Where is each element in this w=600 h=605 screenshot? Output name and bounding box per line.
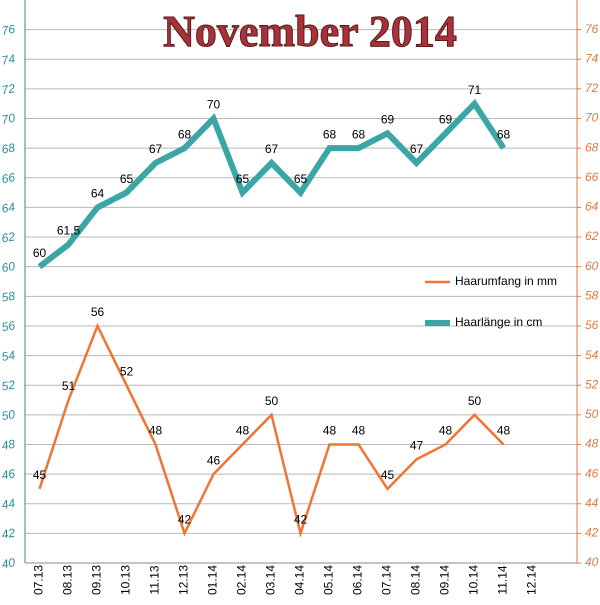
data-label: 52 (120, 364, 134, 378)
x-tick-label: 10.14 (467, 565, 481, 595)
x-tick-label: 04.14 (293, 565, 307, 595)
data-label: 64 (91, 187, 105, 201)
data-label: 67 (410, 142, 424, 156)
x-tick-label: 07.14 (380, 565, 394, 595)
y2-tick-label: 58 (585, 288, 599, 302)
x-tick-label: 09.14 (438, 565, 452, 595)
data-label: 67 (265, 142, 279, 156)
data-label: 68 (497, 127, 511, 141)
y2-tick-label: 42 (585, 526, 599, 540)
data-label: 67 (149, 142, 163, 156)
data-label: 46 (207, 453, 221, 467)
x-tick-label: 07.13 (32, 565, 46, 595)
y2-tick-label: 76 (585, 22, 599, 36)
y-tick-label: 52 (0, 377, 16, 393)
x-tick-label: 12.13 (177, 565, 191, 595)
y-tick-label: 56 (0, 318, 16, 334)
data-label: 48 (149, 424, 163, 438)
x-tick-label: 02.14 (235, 565, 249, 595)
x-tick-label: 11.13 (148, 565, 162, 594)
x-tick-label: 01.14 (206, 565, 220, 595)
y-tick-label: 50 (0, 407, 16, 423)
y-tick-label: 74 (0, 51, 16, 67)
y-tick-label: 40 (0, 555, 16, 571)
data-label: 47 (410, 438, 424, 452)
y-tick-label: 54 (0, 348, 16, 364)
data-label: 42 (294, 513, 308, 527)
legend-label: Haarlänge in cm (455, 315, 542, 329)
data-label: 48 (352, 424, 366, 438)
series-line (38, 322, 505, 538)
data-label: 50 (265, 394, 279, 408)
x-tick-label: 09.13 (90, 565, 104, 595)
data-label: 48 (497, 424, 511, 438)
y2-tick-label: 46 (585, 466, 599, 480)
y2-tick-label: 56 (585, 318, 599, 332)
data-label: 45 (381, 468, 395, 482)
y2-tick-label: 52 (585, 377, 599, 391)
y2-tick-label: 64 (585, 200, 599, 214)
data-label: 45 (33, 468, 47, 482)
x-tick-label: 11.14 (496, 565, 510, 594)
data-label: 65 (236, 172, 250, 186)
x-tick-label: 06.14 (351, 565, 365, 595)
x-tick-label: 10.13 (119, 565, 133, 595)
data-label: 56 (91, 305, 105, 319)
y-tick-label: 70 (0, 111, 16, 127)
data-label: 48 (323, 424, 337, 438)
y-tick-label: 62 (0, 229, 16, 245)
data-label: 69 (439, 113, 453, 127)
data-label: 65 (294, 172, 308, 186)
y-tick-label: 44 (0, 496, 16, 512)
data-label: 50 (468, 394, 482, 408)
y-tick-label: 64 (0, 200, 16, 216)
y-tick-label: 60 (0, 259, 16, 275)
y2-tick-label: 72 (585, 81, 599, 95)
y-tick-label: 72 (0, 81, 16, 97)
data-label: 48 (236, 424, 250, 438)
y2-tick-label: 50 (585, 407, 599, 421)
series-line (37, 98, 507, 270)
x-tick-label: 12.14 (525, 565, 539, 595)
y2-tick-label: 74 (585, 51, 599, 65)
y2-tick-label: 66 (585, 170, 599, 184)
x-tick-label: 03.14 (264, 565, 278, 595)
y2-tick-label: 54 (585, 348, 599, 362)
y-tick-label: 42 (0, 526, 16, 542)
y-tick-label: 46 (0, 466, 16, 482)
y2-tick-label: 48 (585, 437, 599, 451)
y-tick-label: 68 (0, 140, 16, 156)
data-label: 71 (468, 83, 482, 97)
y2-tick-label: 40 (585, 555, 599, 569)
x-tick-label: 08.14 (409, 565, 423, 595)
x-tick-label: 08.13 (61, 565, 75, 595)
data-label: 42 (178, 513, 192, 527)
y-tick-label: 58 (0, 289, 16, 305)
data-label: 69 (381, 113, 395, 127)
legend-label: Haarumfang in mm (455, 274, 557, 288)
data-label: 68 (323, 127, 337, 141)
y2-tick-label: 70 (585, 111, 599, 125)
data-label: 70 (207, 98, 221, 112)
x-tick-label: 05.14 (322, 565, 336, 595)
y-tick-label: 76 (0, 22, 16, 38)
y-tick-label: 48 (0, 437, 16, 453)
data-label: 51 (62, 379, 76, 393)
grid (25, 29, 577, 564)
y2-tick-label: 60 (585, 259, 599, 273)
y2-tick-label: 68 (585, 140, 599, 154)
data-label: 60 (33, 246, 47, 260)
data-label: 68 (352, 127, 366, 141)
y-tick-label: 66 (0, 170, 16, 186)
data-label: 61,5 (57, 224, 81, 238)
y2-tick-label: 44 (585, 496, 599, 510)
data-label: 48 (439, 424, 453, 438)
data-label: 65 (120, 172, 134, 186)
chart-title: November 2014 (163, 7, 457, 56)
data-label: 68 (178, 127, 192, 141)
y2-tick-label: 62 (585, 229, 599, 243)
